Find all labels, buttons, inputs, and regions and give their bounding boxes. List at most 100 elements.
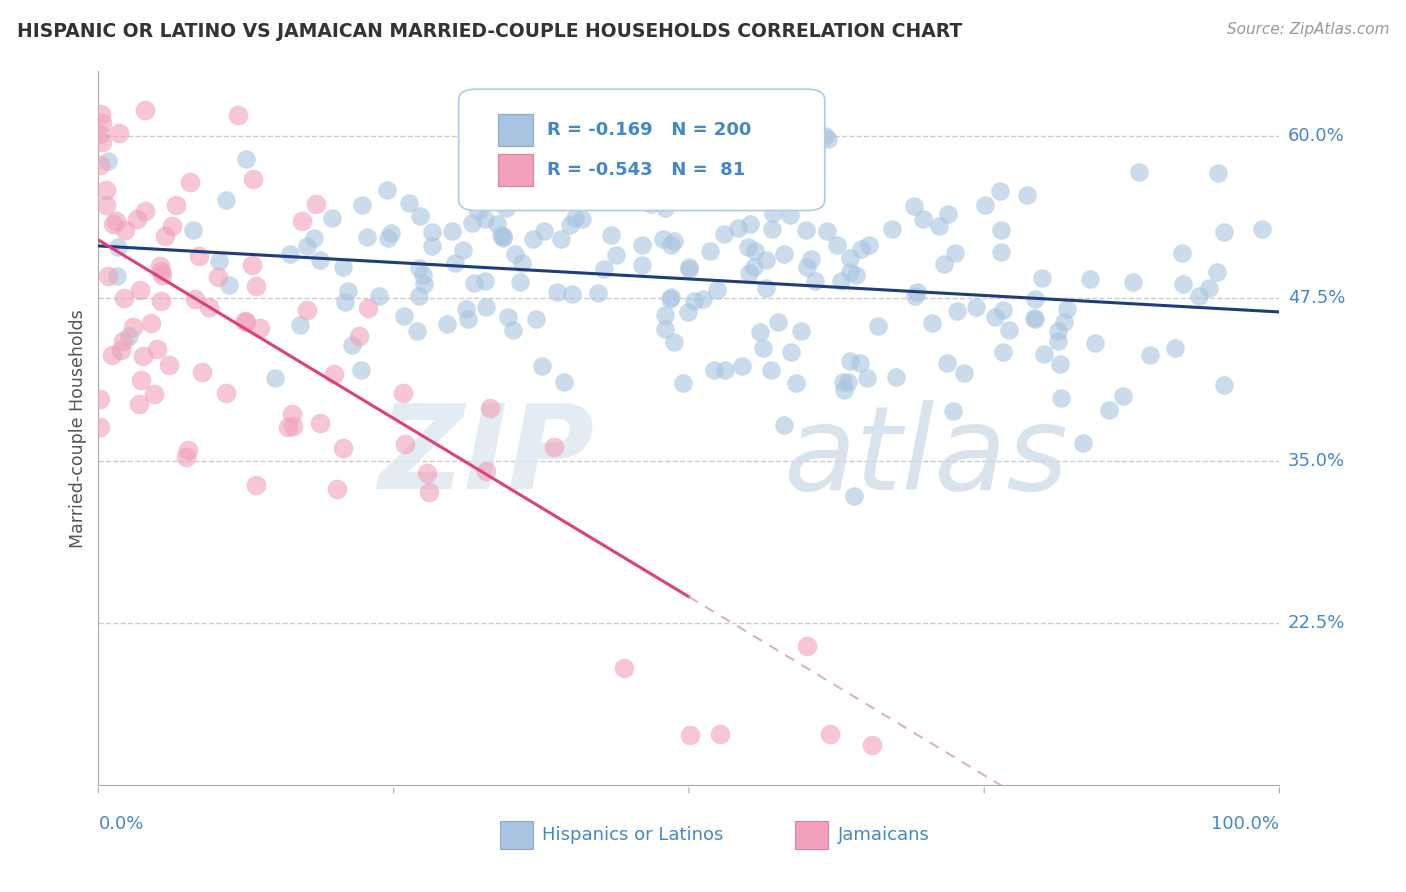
Point (486, 217, 509, 231)
Point (145, 342, 167, 356)
Point (94, 183, 117, 197)
Point (226, 107, 249, 121)
Point (150, 268, 173, 282)
Point (1098, 403, 1121, 417)
Point (281, 407, 304, 421)
Point (96, 197, 118, 211)
Point (658, 293, 681, 307)
Point (461, 216, 484, 230)
Point (858, 237, 880, 252)
Point (128, 397, 150, 411)
Point (332, 441, 354, 455)
Point (749, 325, 772, 339)
FancyBboxPatch shape (458, 89, 825, 211)
Point (181, 223, 204, 237)
Point (174, 450, 197, 464)
Point (297, 239, 319, 253)
Point (97, 268, 120, 283)
Point (198, 300, 221, 314)
Point (713, 227, 735, 242)
Point (249, 321, 271, 335)
Point (108, 126, 131, 140)
Point (134, 204, 156, 219)
Point (128, 284, 150, 298)
Point (188, 249, 211, 263)
Point (762, 206, 785, 220)
Bar (796, 821, 828, 849)
Point (991, 344, 1014, 359)
Point (356, 301, 378, 315)
Point (884, 370, 907, 384)
Text: R = -0.169   N = 200: R = -0.169 N = 200 (547, 121, 752, 139)
Point (1084, 336, 1107, 351)
Point (107, 240, 129, 254)
Point (101, 348, 124, 362)
Point (761, 221, 783, 235)
Point (408, 289, 430, 303)
Text: 60.0%: 60.0% (1288, 128, 1344, 145)
Point (112, 291, 135, 305)
Point (839, 252, 862, 266)
Point (903, 199, 925, 213)
Point (326, 482, 349, 496)
Point (592, 262, 614, 277)
Point (295, 303, 318, 318)
Point (332, 260, 354, 274)
Text: 35.0%: 35.0% (1288, 451, 1346, 469)
Point (1188, 289, 1211, 303)
Point (184, 292, 207, 306)
Point (350, 198, 373, 212)
Point (533, 224, 555, 238)
Point (89, 392, 111, 406)
Point (377, 231, 399, 245)
Point (90, 135, 112, 149)
Point (845, 268, 868, 282)
Point (233, 313, 256, 327)
Point (142, 386, 165, 401)
Point (631, 238, 654, 252)
Point (842, 489, 865, 503)
Point (990, 245, 1012, 260)
Point (176, 442, 198, 457)
Point (779, 208, 801, 222)
Point (935, 356, 957, 370)
Point (375, 183, 398, 197)
Point (218, 278, 240, 293)
Point (474, 211, 496, 226)
Point (392, 309, 415, 323)
Point (1049, 357, 1071, 371)
Point (127, 211, 149, 226)
Text: Hispanics or Latinos: Hispanics or Latinos (543, 826, 724, 844)
Point (1171, 246, 1194, 260)
Point (148, 260, 170, 274)
Point (215, 385, 238, 400)
Point (659, 238, 682, 252)
Point (398, 195, 420, 210)
Point (1022, 310, 1045, 325)
Point (755, 281, 778, 295)
Point (779, 344, 801, 359)
Point (818, 727, 841, 741)
Point (676, 305, 699, 319)
Point (988, 184, 1011, 198)
Point (489, 227, 512, 242)
Point (207, 270, 229, 285)
Point (277, 420, 299, 434)
Point (790, 324, 813, 338)
Point (794, 223, 817, 237)
Point (1212, 377, 1234, 392)
Point (662, 334, 685, 349)
Point (235, 152, 257, 166)
Point (463, 276, 485, 290)
Point (1071, 436, 1094, 450)
Point (105, 269, 128, 284)
Point (322, 367, 344, 381)
Point (678, 262, 700, 277)
Point (413, 277, 436, 291)
Point (454, 302, 477, 317)
Point (796, 639, 818, 653)
Point (509, 275, 531, 289)
Point (692, 292, 714, 306)
Point (510, 256, 533, 270)
Bar (498, 153, 533, 186)
